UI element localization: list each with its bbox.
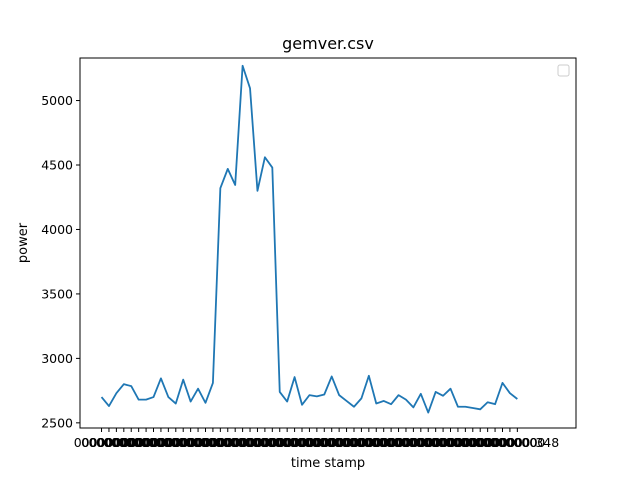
x-tick-label: 0000000 <box>111 435 167 450</box>
x-tick-label: 0000000 <box>126 435 182 450</box>
x-tick-label: 0000000 <box>133 435 189 450</box>
x-tick-label: 0000000 <box>207 435 263 450</box>
x-tick-label: 0000000 <box>185 435 241 450</box>
x-tick-label: 0000000 <box>237 435 293 450</box>
x-tick-label: 0000000 <box>348 435 404 450</box>
x-tick-label: 0000000 <box>393 435 449 450</box>
x-tick-label: 0000000 <box>103 435 159 450</box>
x-axis-label: time stamp <box>291 456 365 471</box>
x-tick-label: 0000000 <box>445 435 501 450</box>
x-tick-label: 0000000 <box>363 435 419 450</box>
y-tick-label: 2500 <box>41 415 73 430</box>
plot-area: 2500300035004000450050000000000000000000… <box>41 64 559 450</box>
x-tick-label: 0000000 <box>81 435 137 450</box>
x-tick-label: 0000000 <box>460 435 516 450</box>
x-tick-label: 0000000 <box>244 435 300 450</box>
x-tick-label: 0000000 <box>230 435 286 450</box>
y-axis-label: power <box>16 222 31 263</box>
series-line <box>100 64 518 414</box>
legend-box <box>557 64 570 77</box>
x-tick-label: 0000000 <box>475 435 531 450</box>
x-tick-label: 0000000 <box>408 435 464 450</box>
y-tick-label: 3500 <box>41 286 73 301</box>
x-tick-label: 0000000 <box>259 435 315 450</box>
x-tick-label: 0000000 <box>334 435 390 450</box>
x-tick-label: 0000000 <box>326 435 382 450</box>
x-tick-label: 0000000 <box>400 435 456 450</box>
x-tick-label: 0000000 <box>282 435 338 450</box>
x-tick-label: 0000000 <box>96 435 152 450</box>
x-tick-label: 0000000 <box>163 435 219 450</box>
x-tick-label: 0000000 <box>148 435 204 450</box>
x-tick-label: 0000000 <box>482 435 538 450</box>
x-tick-label: 0000000 <box>170 435 226 450</box>
x-tick-label: 0000000 <box>430 435 486 450</box>
x-tick-label: 0000000 <box>296 435 352 450</box>
chart-title: gemver.csv <box>282 34 374 53</box>
x-tick-label-last: 348 <box>535 435 559 450</box>
x-tick-label: 0000000 <box>423 435 479 450</box>
x-tick-label: 0000000 <box>438 435 494 450</box>
x-tick-label: 0000000 <box>341 435 397 450</box>
x-tick-label: 0000000 <box>289 435 345 450</box>
x-tick-label: 0000000 <box>178 435 234 450</box>
x-tick-label: 0000000 <box>490 435 546 450</box>
x-tick-label: 0000000 <box>118 435 174 450</box>
x-tick-label: 0000000 <box>378 435 434 450</box>
x-tick-label: 0000000 <box>89 435 145 450</box>
x-tick-label: 0000000 <box>319 435 375 450</box>
x-tick-label: 0000000 <box>74 435 130 450</box>
x-tick-label: 0000000 <box>267 435 323 450</box>
x-tick-label: 0000000 <box>252 435 308 450</box>
x-tick-label: 0000000 <box>192 435 248 450</box>
x-tick-label: 0000000 <box>311 435 367 450</box>
x-tick-label: 0000000 <box>215 435 271 450</box>
x-tick-label: 0000000 <box>155 435 211 450</box>
x-tick-label: 0000000 <box>200 435 256 450</box>
x-tick-label: 0000000 <box>386 435 442 450</box>
y-tick-label: 4000 <box>41 222 73 237</box>
y-tick-label: 5000 <box>41 93 73 108</box>
x-tick-label: 0000000 <box>356 435 412 450</box>
x-tick-label: 0000000 <box>274 435 330 450</box>
x-tick-label: 0000000 <box>452 435 508 450</box>
x-tick-label: 0000000 <box>222 435 278 450</box>
x-tick-label: 0000000 <box>467 435 523 450</box>
x-tick-label: 0000000 <box>371 435 427 450</box>
x-tick-label: 0000000 <box>415 435 471 450</box>
y-tick-label: 3000 <box>41 351 73 366</box>
x-tick-label: 0000000 <box>304 435 360 450</box>
y-tick-label: 4500 <box>41 158 73 173</box>
x-tick-label: 0000000 <box>141 435 197 450</box>
plot-frame <box>79 57 577 429</box>
